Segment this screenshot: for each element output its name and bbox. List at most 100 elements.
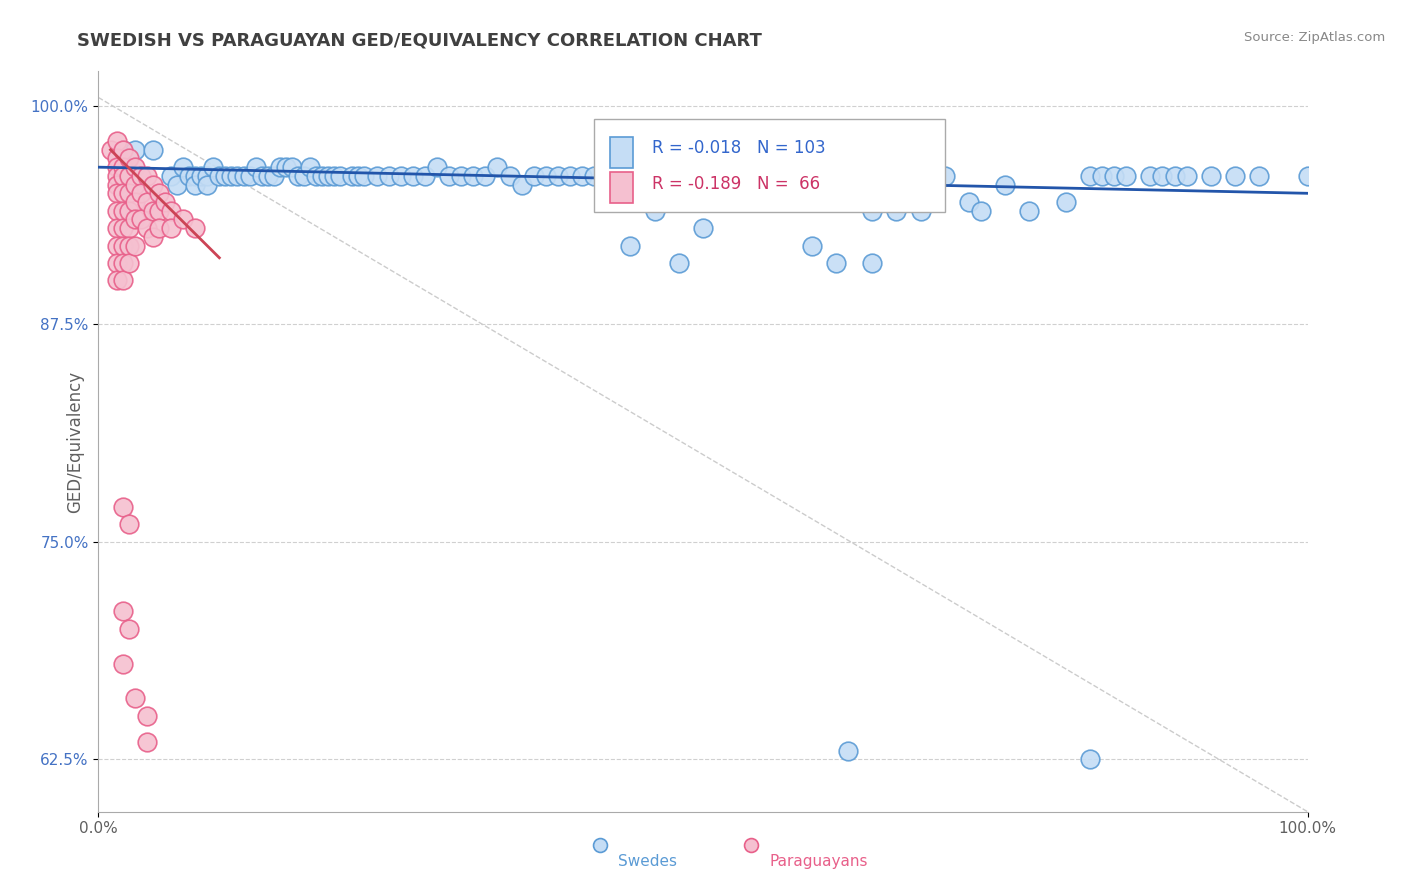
Point (1102, 169, 1125, 183)
Point (837, 744, 859, 758)
Point (644, 203, 666, 218)
Point (619, 178, 641, 192)
Point (668, 169, 690, 183)
Point (752, 194, 775, 209)
Point (135, 194, 157, 209)
Point (184, 221, 207, 235)
Point (342, 169, 364, 183)
Point (323, 169, 346, 183)
Point (105, 186, 128, 201)
Point (825, 194, 848, 209)
Point (886, 203, 908, 218)
Point (607, 169, 630, 183)
Point (124, 691, 146, 706)
Point (789, 178, 811, 192)
Point (239, 169, 262, 183)
Point (124, 160, 146, 174)
Point (111, 500, 134, 514)
Point (184, 178, 207, 192)
Point (226, 169, 249, 183)
Point (124, 143, 146, 157)
Point (837, 186, 859, 201)
Point (105, 203, 128, 218)
Point (281, 160, 304, 174)
Point (208, 169, 231, 183)
Point (160, 169, 183, 183)
Point (190, 169, 212, 183)
Point (111, 186, 134, 201)
Point (105, 256, 128, 270)
Point (510, 178, 533, 192)
Point (329, 169, 352, 183)
Point (353, 169, 375, 183)
Point (347, 169, 370, 183)
Point (129, 212, 152, 227)
Point (655, 169, 678, 183)
Point (813, 169, 835, 183)
Point (105, 169, 128, 183)
Point (195, 178, 218, 192)
Point (957, 194, 980, 209)
Point (583, 169, 606, 183)
Point (366, 169, 388, 183)
Point (124, 194, 146, 209)
FancyBboxPatch shape (610, 172, 633, 203)
Point (316, 169, 339, 183)
Point (111, 256, 134, 270)
Point (692, 221, 714, 235)
Point (595, 169, 617, 183)
Point (1249, 169, 1271, 183)
FancyBboxPatch shape (595, 120, 945, 212)
Point (105, 152, 128, 166)
Point (269, 160, 291, 174)
Point (1296, 169, 1319, 183)
Point (619, 238, 641, 252)
Point (1175, 169, 1198, 183)
Point (305, 169, 328, 183)
Point (873, 186, 896, 201)
Point (250, 169, 273, 183)
Point (934, 169, 956, 183)
Point (970, 203, 993, 218)
Point (800, 238, 823, 252)
Point (148, 186, 170, 201)
Point (148, 221, 170, 235)
Point (897, 194, 920, 209)
Point (195, 169, 218, 183)
Point (142, 203, 165, 218)
Point (105, 238, 128, 252)
Point (558, 169, 581, 183)
Point (111, 657, 134, 671)
Point (105, 178, 128, 192)
Point (214, 169, 236, 183)
Point (437, 169, 460, 183)
Point (111, 203, 134, 218)
Point (172, 160, 194, 174)
Point (111, 143, 134, 157)
Point (450, 169, 472, 183)
Point (118, 517, 141, 532)
Point (800, 194, 823, 209)
Point (287, 169, 309, 183)
Point (105, 273, 128, 287)
Point (263, 169, 285, 183)
Point (1163, 169, 1185, 183)
Text: Swedes: Swedes (619, 854, 678, 869)
Point (776, 169, 799, 183)
Point (135, 221, 157, 235)
Point (692, 160, 714, 174)
Point (534, 169, 557, 183)
Point (1054, 194, 1077, 209)
Point (631, 169, 654, 183)
Point (299, 160, 322, 174)
Text: R = -0.018   N = 103: R = -0.018 N = 103 (652, 139, 825, 158)
Point (1199, 169, 1222, 183)
Point (153, 194, 176, 209)
Point (148, 203, 170, 218)
Point (292, 169, 315, 183)
Point (679, 186, 702, 201)
Point (135, 169, 157, 183)
Point (166, 178, 188, 192)
Point (413, 169, 436, 183)
Point (221, 169, 243, 183)
